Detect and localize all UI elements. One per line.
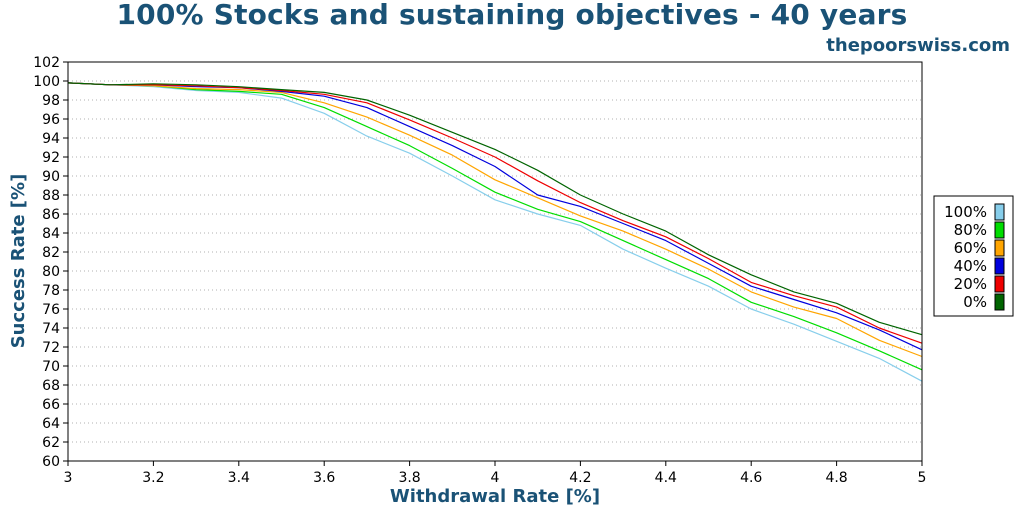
legend-swatch	[994, 221, 1005, 239]
series-line-100pct	[67, 82, 923, 382]
y-tick-label: 74	[42, 321, 60, 337]
y-tick-label: 78	[42, 283, 60, 299]
legend-swatch	[994, 275, 1005, 293]
y-tick-label: 96	[42, 112, 60, 128]
site-name: thepoorswiss.com	[826, 35, 1010, 56]
y-tick-label: 100	[33, 74, 60, 90]
y-tick-label: 68	[42, 378, 60, 394]
x-tick-label: 4.6	[740, 470, 762, 486]
x-tick-label: 4.2	[569, 470, 591, 486]
y-axis-title: Success Rate [%]	[8, 174, 29, 349]
series-line-0pct	[67, 82, 923, 336]
series-line-60pct	[67, 82, 923, 358]
legend-label: 20%	[954, 275, 987, 293]
y-tick-label: 60	[42, 454, 60, 470]
x-tick-label: 5	[918, 470, 927, 486]
y-tick-label: 82	[42, 245, 60, 261]
legend-label: 80%	[954, 221, 987, 239]
legend-swatch	[994, 293, 1005, 311]
legend-label: 60%	[954, 239, 987, 257]
legend: 100%80%60%40%20%0%	[933, 195, 1014, 317]
plot-frame	[67, 61, 923, 462]
legend-swatch	[994, 239, 1005, 257]
x-tick-label: 3.8	[398, 470, 420, 486]
y-tick-label: 76	[42, 302, 60, 318]
x-tick-label: 4	[491, 470, 500, 486]
y-tick-label: 88	[42, 188, 60, 204]
y-tick-label: 64	[42, 416, 60, 432]
tick-labels: 60 62 64 66 68 70 72 74 76 78 80 82 84 86 88 90 92 94 96 98…	[33, 55, 926, 486]
legend-swatch	[994, 203, 1005, 221]
legend-swatch	[994, 257, 1005, 275]
y-tick-label: 80	[42, 264, 60, 280]
x-tick-label: 3	[64, 470, 73, 486]
y-tick-label: 90	[42, 169, 60, 185]
series-line-40pct	[67, 82, 923, 351]
x-tick-label: 4.8	[825, 470, 847, 486]
legend-label: 0%	[963, 293, 987, 311]
y-tick-label: 84	[42, 226, 60, 242]
y-tick-label: 102	[33, 55, 60, 71]
grid-lines	[68, 61, 922, 462]
y-tick-label: 62	[42, 435, 60, 451]
x-tick-label: 3.6	[313, 470, 335, 486]
legend-label: 100%	[944, 203, 987, 221]
series-line-80pct	[67, 82, 923, 371]
y-tick-label: 86	[42, 207, 60, 223]
x-axis-title: Withdrawal Rate [%]	[390, 486, 600, 507]
x-tick-label: 3.4	[228, 470, 250, 486]
axes	[63, 61, 923, 466]
chart-title: 100% Stocks and sustaining objectives - …	[116, 0, 908, 31]
y-tick-label: 72	[42, 340, 60, 356]
y-tick-label: 98	[42, 93, 60, 109]
series-line-20pct	[67, 82, 923, 344]
x-tick-label: 3.2	[142, 470, 164, 486]
y-tick-label: 94	[42, 131, 60, 147]
y-tick-label: 70	[42, 359, 60, 375]
series-lines	[67, 82, 923, 382]
y-tick-label: 66	[42, 397, 60, 413]
x-tick-label: 4.4	[655, 470, 677, 486]
legend-label: 40%	[954, 257, 987, 275]
y-tick-label: 92	[42, 150, 60, 166]
